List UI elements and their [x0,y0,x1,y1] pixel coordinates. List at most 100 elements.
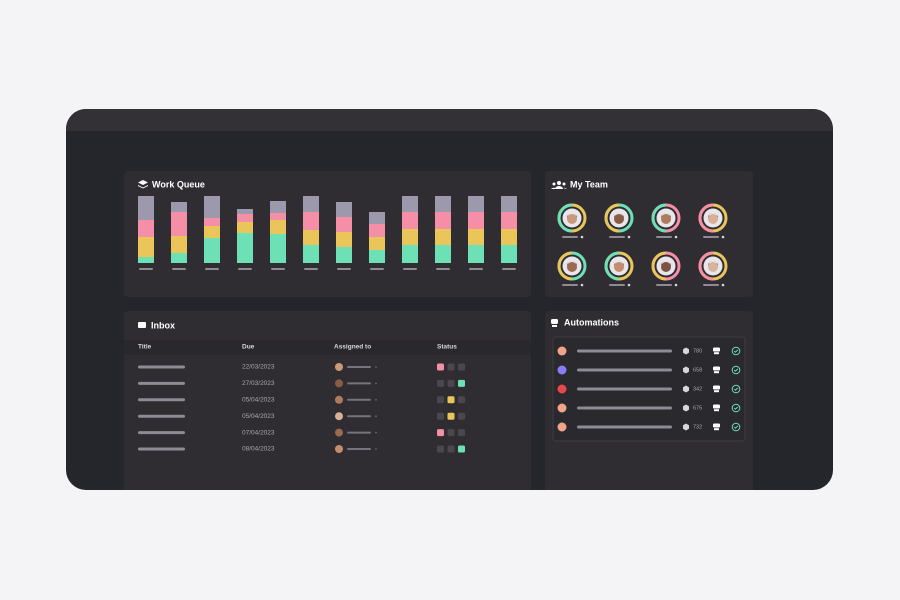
assignee-avatar [335,363,343,371]
bar-label-placeholder [337,268,351,270]
run-count: 342 [693,386,702,392]
layers-icon [138,180,148,189]
automation-row[interactable]: 780 [557,346,741,356]
team-member[interactable] [557,251,587,287]
bar-segment [237,209,253,214]
bar-label-placeholder [172,268,186,270]
run-count: 658 [693,367,702,373]
robot-icon [713,347,720,352]
assignee-dot [375,382,377,385]
status-square [437,429,444,437]
automation-row[interactable]: 675 [557,403,741,413]
bar-segment [270,201,286,213]
success-icon [731,346,741,356]
status-square [447,379,455,387]
robot-body [714,352,719,355]
bar-segment [204,218,220,226]
bar-label-placeholder [469,268,483,270]
app-icon [557,384,567,394]
bar-segment [336,217,352,232]
avatar-face [708,262,718,272]
status-dot [580,283,584,287]
avatar-face [567,214,577,224]
assignee-dot [375,399,377,401]
robot-icon [713,366,720,371]
inbox-row[interactable]: 05/04/2023 [138,395,465,404]
avatar-ring-part [698,203,714,233]
status-dot [627,235,631,239]
inbox-row[interactable]: 27/03/2023 [138,379,465,388]
bar-segment [237,222,253,233]
automation-row[interactable]: 342 [557,384,741,394]
team-member[interactable] [698,251,728,287]
inbox-row[interactable]: 07/04/2023 [138,428,465,437]
bar-segment [369,224,385,237]
title-placeholder [138,381,185,385]
automation-row[interactable]: 732 [557,422,741,432]
status-square [447,429,455,437]
robot-body [714,390,719,393]
bar-segment [336,232,352,247]
bar-segment [402,196,418,212]
column-header: Assigned to [334,344,371,351]
column-header: Status [437,344,457,351]
success-icon [731,422,741,432]
app-icon [557,403,567,413]
assignee-dot [375,415,377,418]
bar-segment [270,220,286,234]
bar-label-placeholder [271,268,285,270]
status-dot [721,283,725,287]
bar-segment [171,212,187,236]
team-member[interactable] [604,251,634,287]
inbox-row[interactable]: 05/04/2023 [138,412,465,421]
title-placeholder [138,447,185,451]
run-count: 732 [693,424,702,430]
bar-segment [435,245,451,263]
bar-segment [369,212,385,224]
bar-segment [204,196,220,218]
bar-segment [369,237,385,250]
team-member[interactable] [698,203,728,239]
top-bar [66,109,833,131]
inbox-row[interactable]: 08/04/2023 [138,445,465,453]
status-square [447,412,455,420]
bar-segment [204,226,220,238]
team-member[interactable] [557,203,587,239]
bar-label-placeholder [502,268,516,270]
panel-title: My Team [570,179,608,189]
automation-row[interactable]: 658 [557,365,741,375]
bar-segment [171,253,187,263]
bar-segment [435,196,451,212]
status-square [458,396,465,404]
name-placeholder [577,368,672,372]
bar-segment [468,245,484,263]
avatar-face [614,262,624,272]
app-icon [557,346,567,356]
assignee-placeholder [347,448,371,450]
bar-segment [501,212,517,229]
bar-segment [501,229,517,245]
team-member[interactable] [651,203,681,239]
column-header: Due [242,344,255,351]
robot-icon [713,423,720,428]
avatar-ring-part [557,251,573,281]
bar-segment [171,236,187,253]
bar-segment [138,196,154,220]
inbox-row[interactable]: 22/03/2023 [138,363,465,371]
check-mark [733,425,739,429]
bar-segment [237,233,253,263]
name-placeholder [562,284,578,286]
robot-body [714,428,719,431]
team-member[interactable] [604,203,634,239]
status-square [447,445,455,453]
status-dot [674,235,678,239]
panel-title: Automations [564,317,619,327]
panel-title: Work Queue [152,179,205,189]
name-placeholder [703,284,719,286]
cube-icon [683,366,689,374]
success-icon [731,384,741,394]
status-square [458,412,465,420]
team-member[interactable] [651,251,681,287]
bar-label-placeholder [403,268,417,270]
